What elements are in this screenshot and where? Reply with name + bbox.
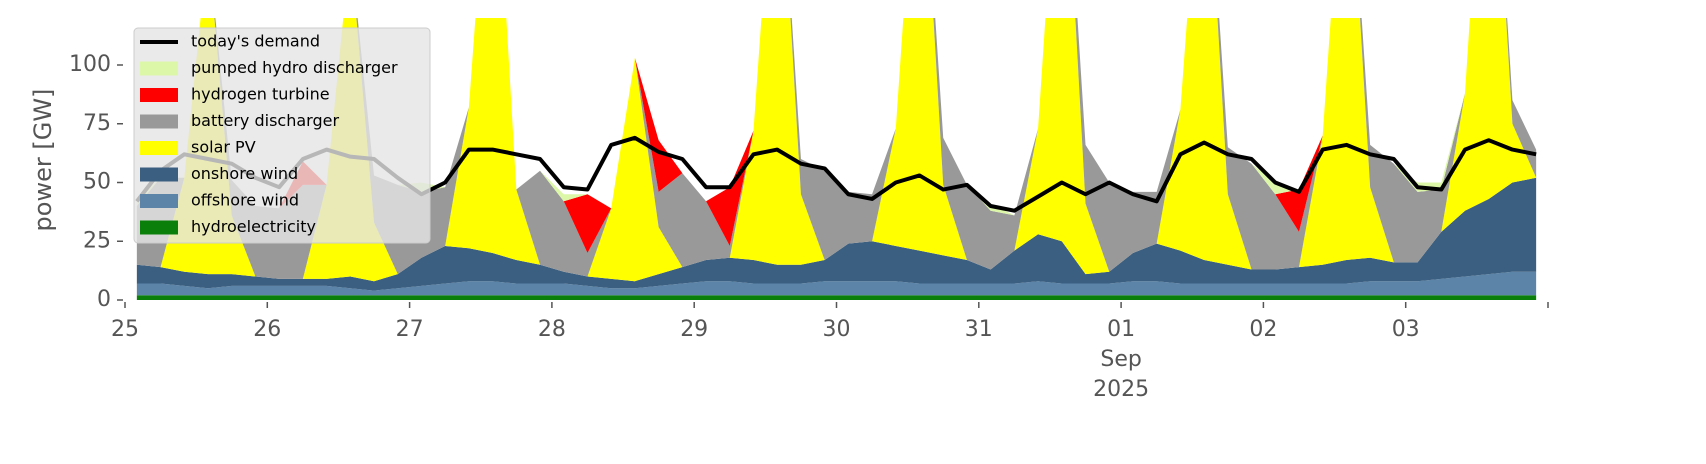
area	[136, 295, 1537, 300]
legend-label: battery discharger	[191, 111, 339, 130]
x-tick-label: 03	[1392, 317, 1420, 342]
x-tick-label: 28	[538, 317, 566, 342]
x-tick-label: 27	[396, 317, 424, 342]
area	[136, 18, 1537, 279]
x-tick-label: 29	[680, 317, 708, 342]
legend-swatch	[140, 141, 178, 155]
legend-swatch	[140, 167, 178, 182]
legend-label: onshore wind	[191, 164, 298, 183]
legend-box	[133, 27, 431, 244]
legend-label: today's demand	[191, 32, 320, 51]
legend-swatch	[140, 194, 178, 208]
legend-label: hydroelectricity	[191, 217, 316, 236]
area	[136, 271, 1537, 296]
x-tick-label: 01	[1107, 317, 1135, 342]
x-month-label: Sep	[1100, 347, 1141, 372]
area	[136, 18, 1537, 282]
legend-swatch	[140, 61, 178, 76]
y-tick-label: 50	[83, 170, 111, 195]
legend-label: hydrogen turbine	[191, 85, 330, 104]
y-tick-label: 0	[97, 287, 111, 312]
x-tick-label: 30	[823, 317, 851, 342]
y-axis-label: power [GW]	[29, 89, 57, 232]
legend-swatch	[140, 220, 178, 235]
area	[136, 177, 1537, 291]
x-tick-label: 02	[1249, 317, 1277, 342]
legend-label: pumped hydro discharger	[191, 58, 398, 77]
legend-label: solar PV	[191, 138, 256, 157]
x-tick-label: 26	[253, 317, 281, 342]
x-year-label: 2025	[1093, 377, 1149, 402]
y-tick-label: 100	[69, 52, 111, 77]
y-tick-label: 25	[83, 228, 111, 253]
legend-swatch	[140, 88, 178, 102]
legend: today's demand pumped hydro discharger hyd…	[133, 27, 431, 244]
y-tick-label: 75	[83, 111, 111, 136]
legend-label: offshore wind	[191, 191, 299, 210]
x-tick-label: 25	[111, 317, 139, 342]
legend-swatch	[140, 114, 178, 129]
x-tick-label: 31	[965, 317, 993, 342]
